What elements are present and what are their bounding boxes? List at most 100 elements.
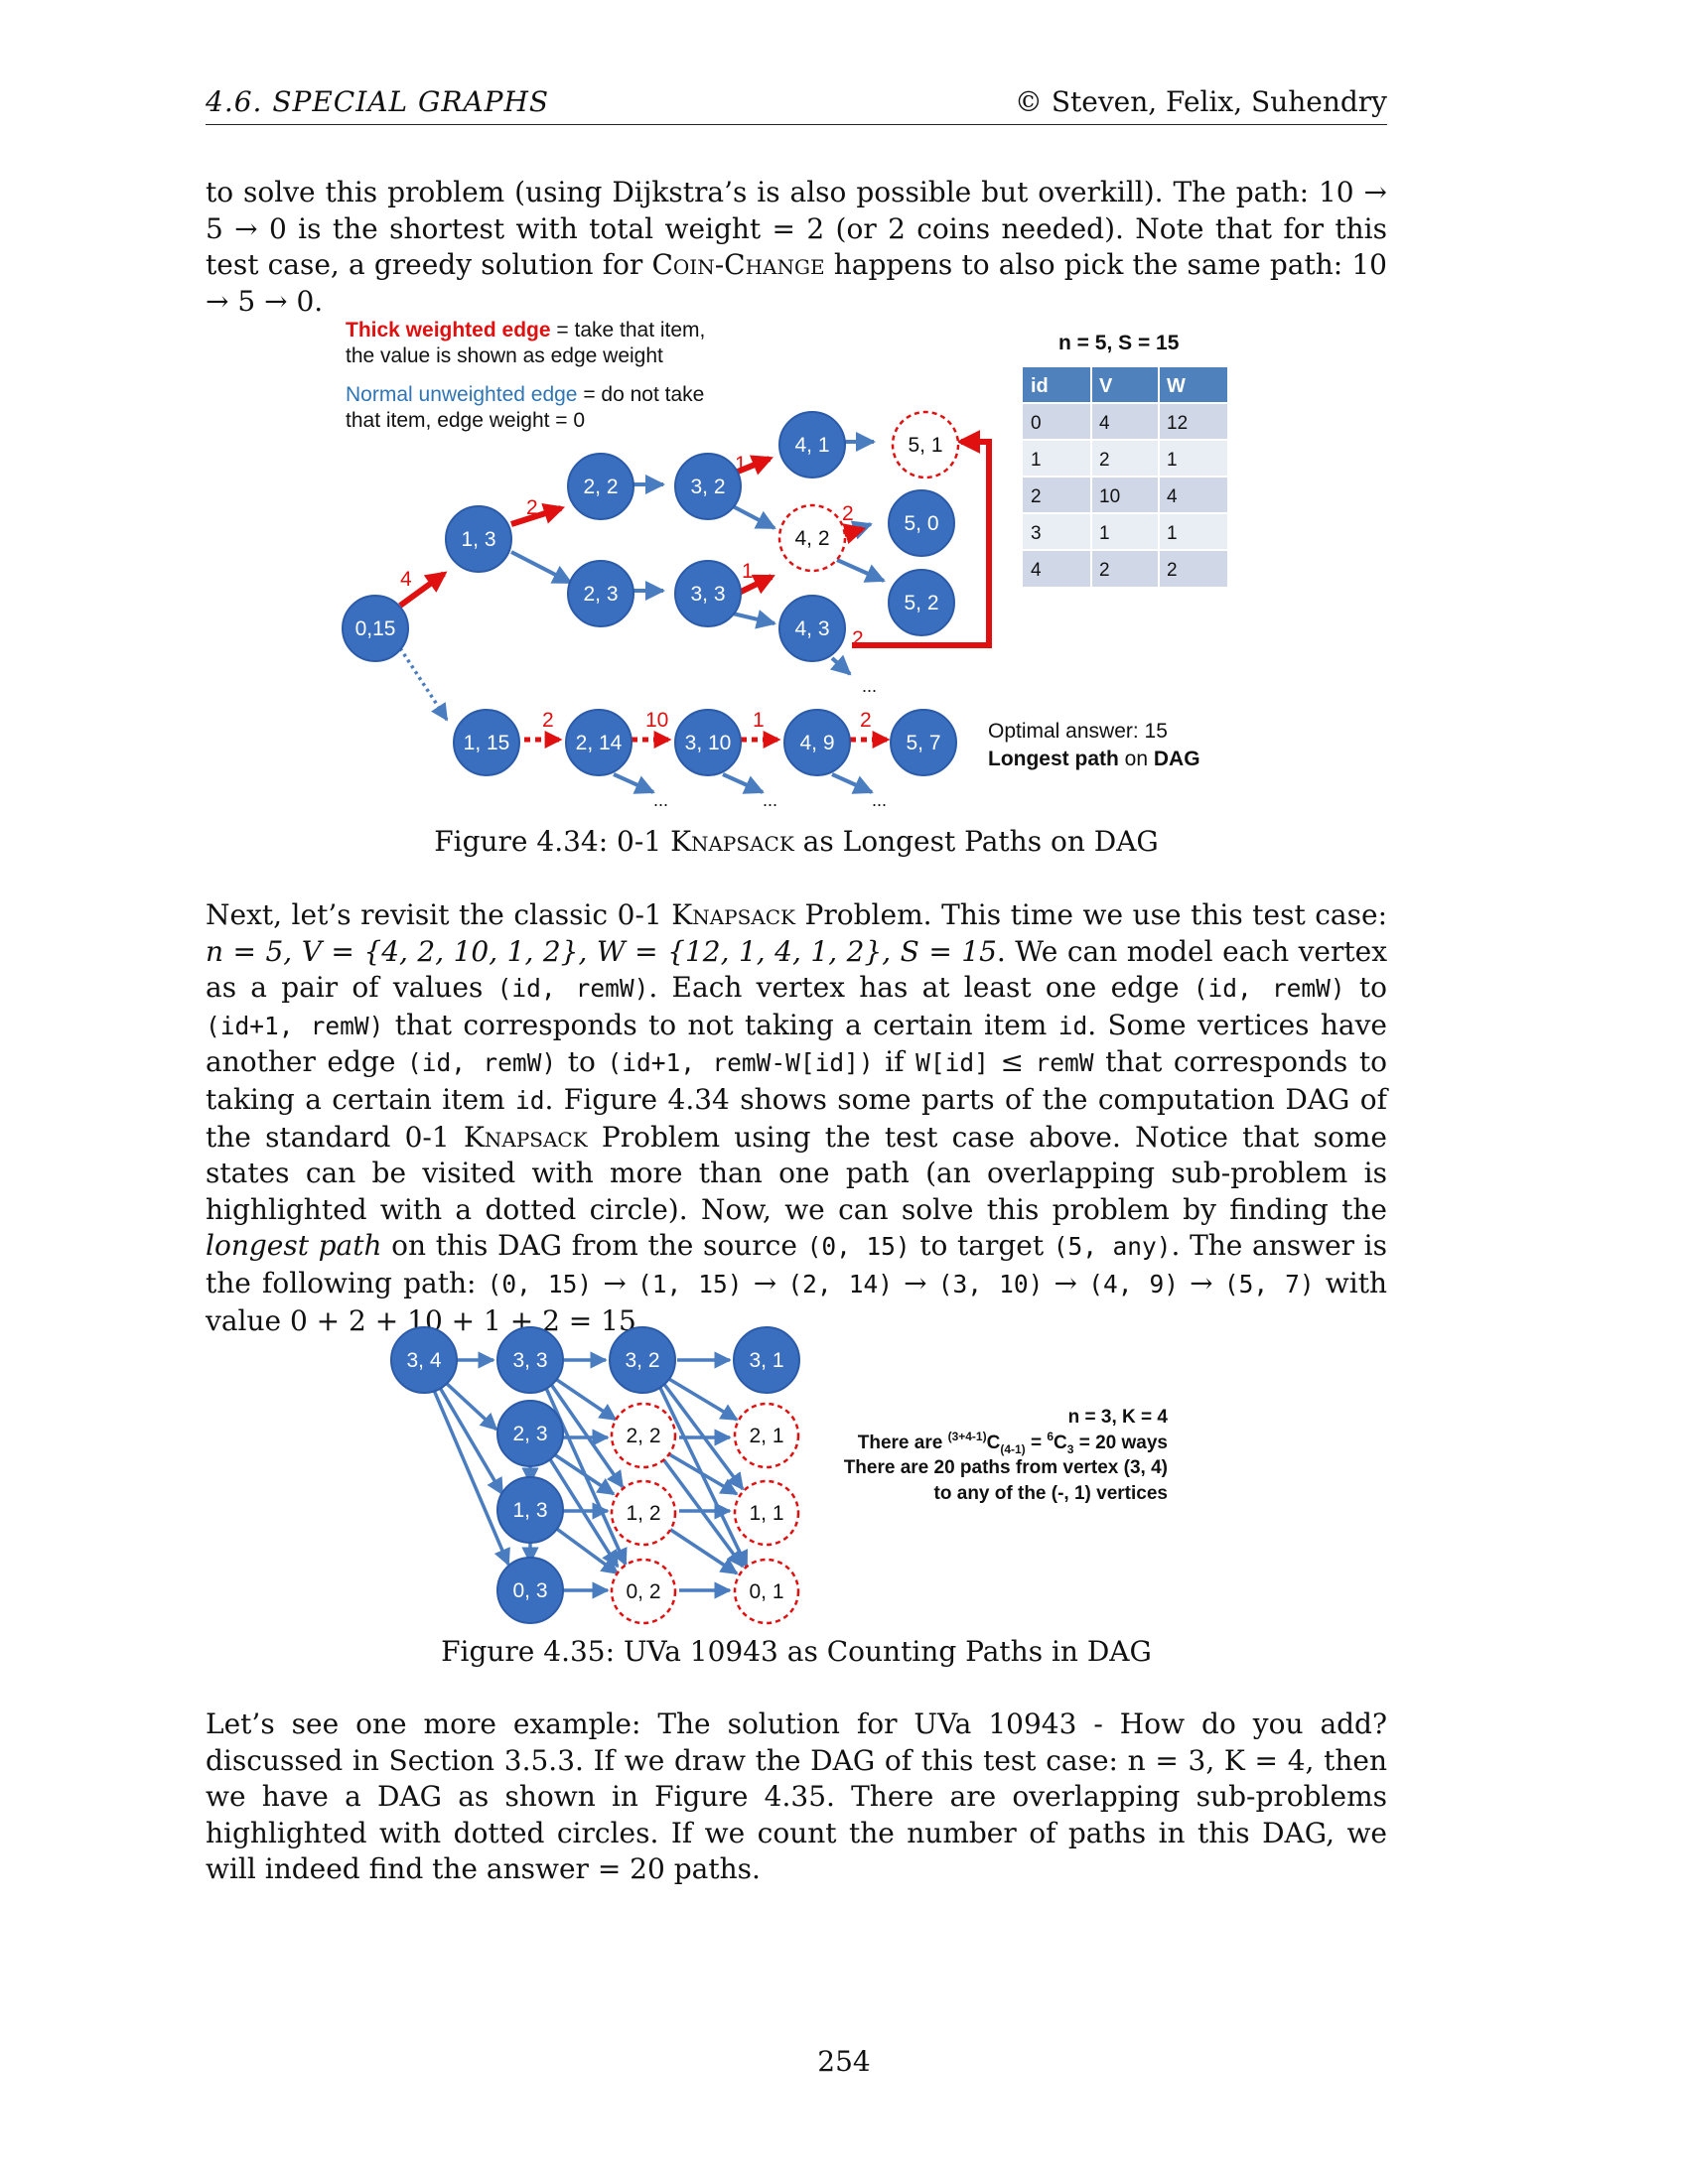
ellipsis: ... [653, 790, 668, 810]
node [778, 411, 846, 478]
node [674, 709, 742, 776]
node-label: 3, 2 [625, 1349, 659, 1372]
node-label: 1, 3 [461, 528, 495, 551]
node-label: 4, 9 [799, 732, 834, 754]
node-label: 1, 2 [626, 1502, 660, 1525]
edge [836, 558, 886, 583]
edge-weight: 2 [542, 709, 554, 732]
legend-blue-line2: that item, edge weight = 0 [346, 409, 585, 432]
node-label: 1, 1 [749, 1502, 783, 1525]
optimal-answer: Optimal answer: 15 [988, 720, 1168, 743]
figure-4-34: Thick weighted edge = take that item, th… [342, 319, 1227, 810]
edge-weight: 2 [852, 627, 864, 650]
table-cell: 4 [1031, 560, 1042, 581]
node-label: 2, 3 [512, 1423, 547, 1445]
counting-dag-edges [431, 1351, 749, 1599]
node-label: 2, 2 [626, 1425, 660, 1447]
figure-4-34-caption: Figure 4.34: 0-1 Knapsack as Longest Pat… [434, 825, 1159, 858]
edge-weight: 1 [742, 560, 754, 583]
table-header-bg [1023, 367, 1227, 403]
node-label: 4, 3 [794, 617, 829, 640]
table-cell: 2 [1099, 560, 1110, 581]
overlap-node [733, 1479, 800, 1547]
node-label: 5, 7 [906, 732, 940, 754]
node [342, 595, 409, 662]
edge [510, 550, 573, 585]
table-row-bg [1023, 403, 1227, 440]
header-rule [206, 124, 1387, 125]
edge-weight: 4 [400, 568, 412, 591]
table-cell: 2 [1167, 560, 1178, 581]
edge [398, 571, 448, 609]
node-label: 0, 1 [749, 1580, 783, 1603]
node-label: 4, 1 [794, 434, 829, 457]
table-cell: 10 [1099, 486, 1120, 507]
weighted-edge-long [852, 430, 992, 648]
paragraph-1: to solve this problem (using Dijkstra’s … [206, 175, 1387, 320]
node [674, 560, 742, 627]
node [445, 505, 512, 573]
table-row-bg [1023, 477, 1227, 513]
node-label: 3, 3 [512, 1349, 547, 1372]
node-label: 3, 4 [406, 1349, 441, 1372]
paragraph-3: Let’s see one more example: The solution… [206, 1706, 1387, 1888]
edge [510, 502, 566, 527]
para1-coin-change: Coin-Change [651, 248, 825, 282]
node-label: 0, 3 [512, 1579, 547, 1602]
edge-weight: 1 [735, 453, 747, 476]
table-cell: 2 [1099, 450, 1110, 471]
node-label: 3, 10 [685, 732, 732, 754]
table-header-id: id [1031, 375, 1049, 397]
edge-weight: 2 [860, 709, 872, 732]
node-label: 2, 1 [749, 1425, 783, 1447]
figure-4-35-caption: Figure 4.35: UVa 10943 as Counting Paths… [441, 1635, 1152, 1668]
node [496, 1400, 564, 1467]
page-number: 254 [817, 2045, 871, 2078]
edge-weight: 10 [645, 709, 668, 732]
edge [731, 455, 774, 477]
node-label: 0,15 [355, 617, 396, 640]
table-row-bg [1023, 513, 1227, 550]
table-cell: 4 [1099, 413, 1110, 434]
node-label: 2, 14 [576, 732, 623, 754]
node-label: 2, 3 [583, 583, 618, 606]
table-cell: 12 [1167, 413, 1188, 434]
legend-red-line1: Thick weighted edge = take that item, [346, 319, 705, 341]
overlap-node [610, 1479, 677, 1547]
node-label: 2, 2 [583, 476, 618, 498]
legend-red-line2: the value is shown as edge weight [346, 344, 663, 367]
figure-4-35: 3, 4 3, 3 3, 2 3, 1 2, 3 1, 3 0, 3 2, 2 … [390, 1326, 1169, 1625]
table-cell: 0 [1031, 413, 1042, 434]
edge-weight: 2 [526, 496, 538, 519]
node [888, 489, 955, 557]
edge [829, 654, 852, 676]
edge [613, 772, 655, 794]
ellipsis: ... [872, 790, 887, 810]
ellipsis: ... [862, 676, 877, 696]
node [890, 709, 957, 776]
note-line-4: to any of the (-, 1) vertices [934, 1483, 1168, 1504]
edge-weight: 2 [842, 502, 854, 525]
para1-text-b: happens to also pick the same path: 10 →… [206, 248, 1387, 318]
node [783, 709, 851, 776]
table-cell: 3 [1031, 523, 1042, 544]
node-label: 4, 2 [794, 527, 829, 550]
table-title: n = 5, S = 15 [1058, 332, 1180, 354]
node-label: 3, 3 [690, 583, 725, 606]
longest-path-note: Longest path on DAG [988, 748, 1200, 770]
note-line-1: n = 3, K = 4 [1068, 1407, 1169, 1428]
paragraph-2: Next, let’s revisit the classic 0-1 Knap… [206, 898, 1388, 1337]
dag-nodes [342, 411, 957, 776]
node [496, 1326, 564, 1394]
ellipsis: ... [763, 790, 777, 810]
node-labels: 0,15 1, 3 2, 2 2, 3 3, 2 3, 3 4, 1 4, 2 … [355, 434, 943, 754]
node [567, 560, 634, 627]
test-case-math: n = 5, V = {4, 2, 10, 1, 2}, W = {12, 1,… [206, 934, 997, 968]
overlap-node [777, 503, 847, 573]
node [565, 709, 633, 776]
table-row-bg [1023, 440, 1227, 477]
table-header-v: V [1099, 375, 1113, 397]
edge [722, 772, 765, 794]
counting-overlap-nodes [610, 1402, 800, 1625]
